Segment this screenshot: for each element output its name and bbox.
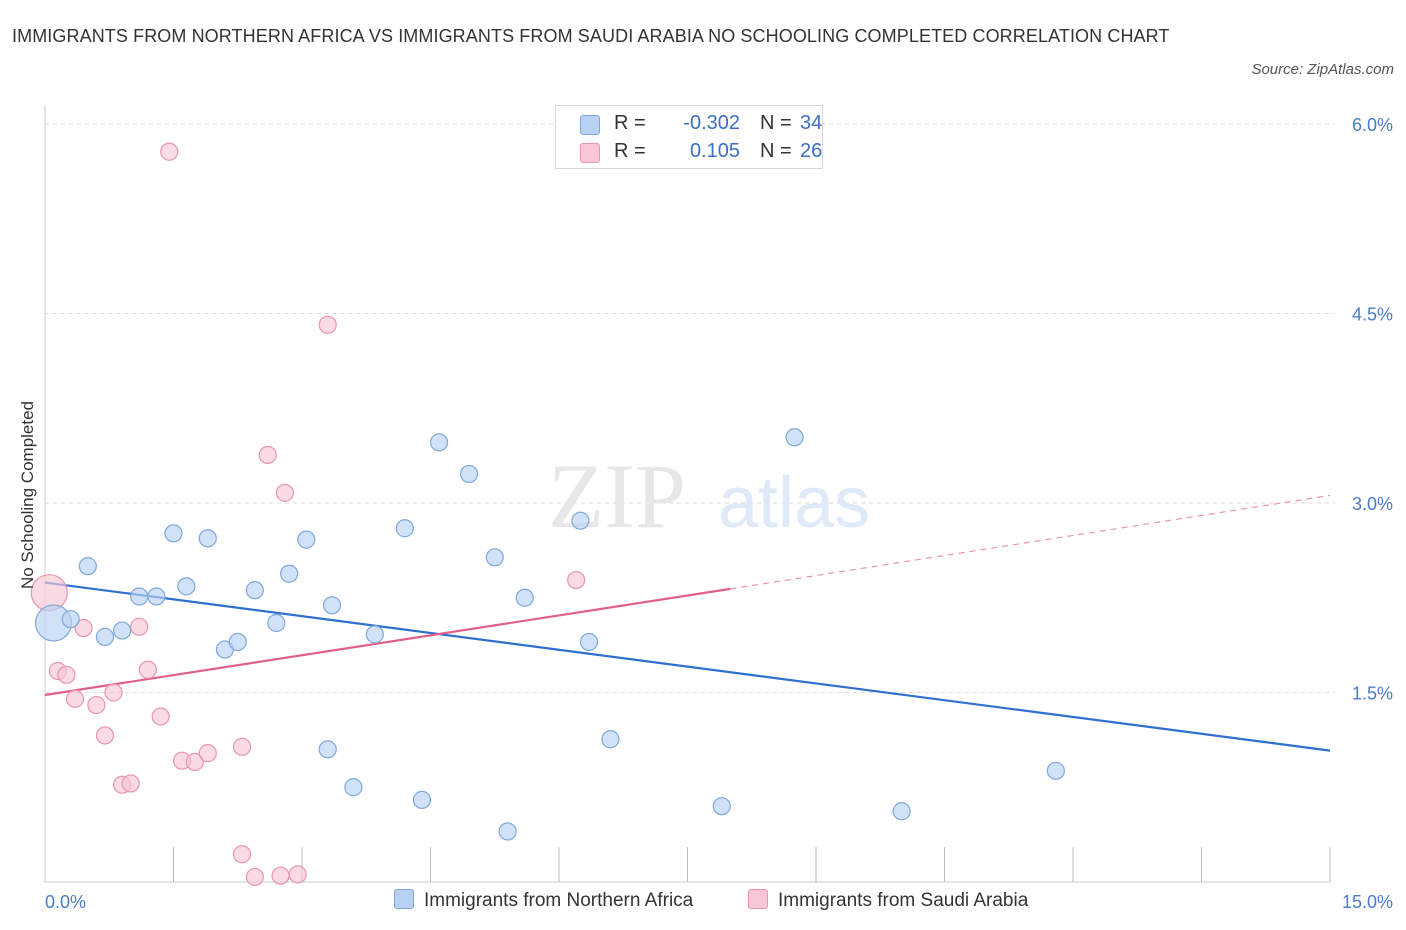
point-northern-africa bbox=[571, 511, 590, 530]
series-legend-saudi-arabia: Immigrants from Saudi Arabia bbox=[748, 889, 1028, 912]
point-northern-africa bbox=[322, 596, 342, 615]
point-saudi-arabia bbox=[95, 726, 115, 745]
watermark: ZIP atlas bbox=[548, 445, 870, 547]
point-saudi-arabia bbox=[258, 445, 277, 465]
legend-r-value: -0.302 bbox=[683, 112, 740, 134]
point-saudi-arabia bbox=[87, 696, 106, 715]
point-saudi-arabia bbox=[271, 866, 290, 885]
point-northern-africa bbox=[177, 577, 196, 596]
point-northern-africa bbox=[395, 519, 414, 538]
point-northern-africa bbox=[198, 529, 217, 548]
point-northern-africa bbox=[579, 632, 599, 652]
gridlines bbox=[45, 123, 1335, 693]
point-northern-africa bbox=[164, 524, 183, 543]
point-saudi-arabia bbox=[151, 707, 170, 726]
point-northern-africa bbox=[344, 778, 363, 797]
point-northern-africa bbox=[1046, 761, 1065, 780]
chart-title: IMMIGRANTS FROM NORTHERN AFRICA VS IMMIG… bbox=[12, 26, 1170, 46]
point-saudi-arabia bbox=[104, 683, 123, 702]
point-northern-africa bbox=[95, 627, 115, 646]
point-northern-africa bbox=[785, 428, 804, 447]
point-saudi-arabia bbox=[57, 665, 76, 684]
legend-r-label: R = bbox=[614, 140, 646, 162]
point-saudi-arabia bbox=[288, 865, 307, 884]
point-saudi-arabia bbox=[232, 845, 252, 864]
point-northern-africa bbox=[61, 610, 80, 629]
data-points bbox=[30, 142, 1065, 887]
point-saudi-arabia bbox=[65, 689, 85, 708]
point-northern-africa bbox=[498, 822, 517, 841]
point-northern-africa bbox=[112, 621, 132, 640]
point-saudi-arabia bbox=[567, 570, 586, 590]
series-legend-northern-africa: Immigrants from Northern Africa bbox=[394, 889, 693, 912]
point-northern-africa bbox=[429, 433, 449, 452]
point-northern-africa bbox=[459, 464, 479, 484]
watermark-atlas: atlas bbox=[718, 463, 870, 543]
point-northern-africa bbox=[130, 587, 149, 606]
point-northern-africa bbox=[318, 740, 337, 759]
series-swatch-pink bbox=[748, 889, 768, 909]
point-northern-africa bbox=[297, 530, 316, 549]
point-northern-africa bbox=[712, 797, 731, 816]
point-saudi-arabia bbox=[275, 483, 294, 502]
watermark-zip: ZIP bbox=[548, 445, 686, 547]
point-northern-africa bbox=[601, 730, 620, 749]
legend-swatch-blue bbox=[580, 115, 600, 135]
point-northern-africa bbox=[515, 588, 534, 607]
axes bbox=[44, 105, 1331, 883]
source-label: Source: ZipAtlas.com bbox=[1251, 61, 1394, 78]
point-saudi-arabia bbox=[74, 618, 93, 638]
legend-r-value: 0.105 bbox=[689, 140, 740, 162]
point-saudi-arabia bbox=[198, 744, 217, 763]
trend-line-saudi-arabia bbox=[44, 587, 731, 697]
point-northern-africa bbox=[412, 790, 432, 809]
point-saudi-arabia bbox=[318, 315, 337, 334]
point-northern-africa bbox=[280, 564, 299, 583]
x-tick-label: 15.0% bbox=[1342, 892, 1393, 912]
y-tick-label: 1.5% bbox=[1352, 683, 1393, 703]
y-axis-title: No Schooling Completed bbox=[18, 401, 37, 589]
series-legend-label: Immigrants from Saudi Arabia bbox=[778, 890, 1029, 911]
legend-n-value: 26 bbox=[800, 140, 823, 162]
point-northern-africa bbox=[78, 557, 97, 576]
y-tick-label: 3.0% bbox=[1352, 494, 1393, 514]
point-northern-africa bbox=[365, 625, 384, 644]
series-legend-label: Immigrants from Northern Africa bbox=[424, 890, 694, 911]
point-saudi-arabia bbox=[130, 617, 149, 636]
correlation-legend: R = -0.302 N = 34 R = 0.105 N = 26 bbox=[555, 105, 823, 169]
point-saudi-arabia bbox=[232, 737, 252, 756]
series-swatch-blue bbox=[394, 889, 414, 909]
legend-n-value: 34 bbox=[800, 112, 823, 134]
y-tick-label: 4.5% bbox=[1352, 304, 1393, 324]
point-northern-africa bbox=[485, 548, 504, 567]
point-northern-africa bbox=[147, 587, 166, 606]
tick-labels: 1.5% 3.0% 4.5% 6.0% 0.0% 15.0% bbox=[45, 115, 1393, 912]
x-tick-label: 0.0% bbox=[45, 892, 86, 912]
point-saudi-arabia bbox=[160, 142, 179, 161]
point-northern-africa bbox=[892, 802, 911, 821]
legend-r-label: R = bbox=[614, 112, 646, 134]
point-northern-africa bbox=[267, 613, 286, 633]
point-northern-africa bbox=[228, 632, 247, 652]
y-tick-label: 6.0% bbox=[1352, 115, 1393, 135]
legend-n-label: N = bbox=[760, 140, 792, 162]
point-saudi-arabia bbox=[121, 774, 140, 793]
point-saudi-arabia bbox=[185, 752, 205, 772]
legend-n-label: N = bbox=[760, 112, 792, 134]
point-saudi-arabia bbox=[245, 867, 264, 887]
point-northern-africa bbox=[245, 581, 264, 600]
legend-swatch-pink bbox=[580, 143, 600, 163]
trend-lines bbox=[44, 494, 1331, 752]
point-saudi-arabia bbox=[138, 660, 157, 679]
trend-line-saudi-arabia-extrapolated bbox=[730, 494, 1331, 590]
trend-line-northern-africa bbox=[44, 581, 1331, 752]
